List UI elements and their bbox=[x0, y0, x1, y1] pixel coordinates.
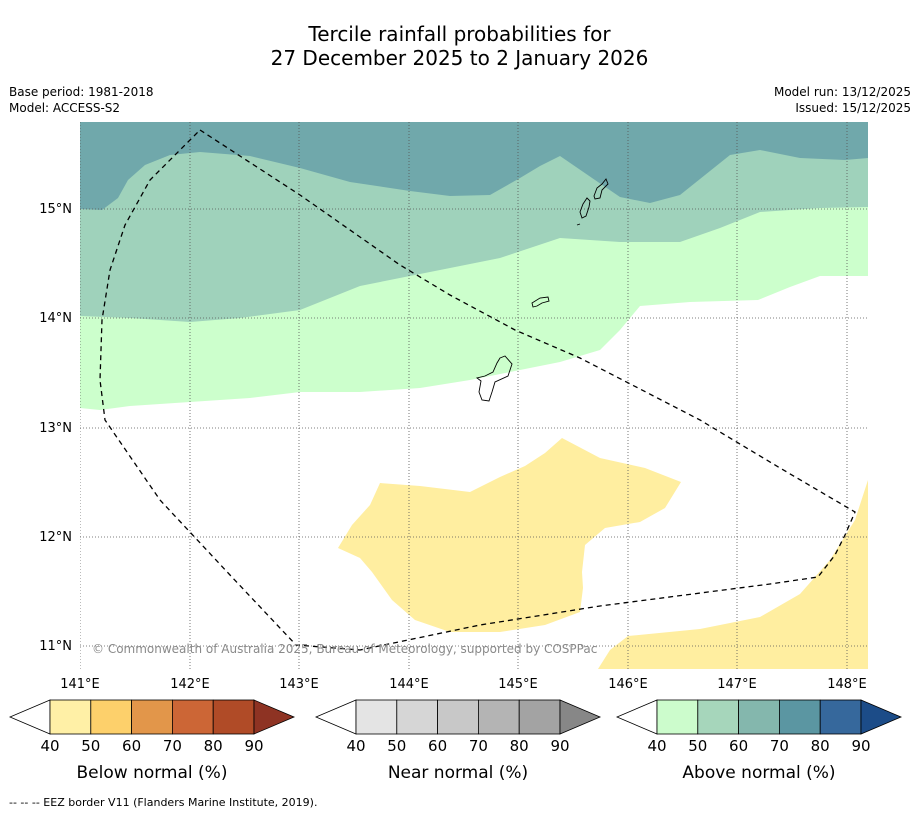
map-meta-left: Base period: 1981-2018 Model: ACCESS-S2 bbox=[9, 84, 154, 116]
lat-label: 15°N bbox=[39, 202, 72, 217]
colorbar-3: 40 50 60 70 80 90 Above normal (%) bbox=[615, 699, 903, 783]
colorbar-tick-label: 40 bbox=[40, 737, 59, 755]
model-name: Model: ACCESS-S2 bbox=[9, 101, 121, 115]
aguijan-island bbox=[576, 223, 581, 226]
colorbar-tick-label: 60 bbox=[428, 737, 447, 755]
colorbar-tick-label: 50 bbox=[688, 737, 707, 755]
colorbar-tick-label: 80 bbox=[811, 737, 830, 755]
lat-label: 12°N bbox=[39, 530, 72, 545]
rota-island bbox=[531, 296, 550, 308]
base-period: Base period: 1981-2018 bbox=[9, 85, 154, 99]
lat-label: 14°N bbox=[39, 311, 72, 326]
colorbar-segment bbox=[396, 699, 438, 735]
colorbar-low-extend bbox=[615, 699, 658, 735]
colorbar-segment bbox=[697, 699, 739, 735]
lon-label: 144°E bbox=[389, 677, 429, 692]
colorbar-tick-label: 90 bbox=[244, 737, 263, 755]
colorbar-tick-label: 40 bbox=[647, 737, 666, 755]
tinian-island bbox=[579, 197, 591, 219]
title-line-1: Tercile rainfall probabilities for bbox=[308, 22, 611, 46]
colorbar-tick-label: 70 bbox=[163, 737, 182, 755]
colorbar-high-extend bbox=[559, 699, 602, 735]
lon-label: 141°E bbox=[60, 677, 100, 692]
lon-label: 147°E bbox=[717, 677, 757, 692]
colorbar-segment bbox=[656, 699, 699, 735]
eez-border bbox=[99, 129, 856, 651]
colorbar-title: Near normal (%) bbox=[388, 763, 528, 783]
colorbar-segment bbox=[49, 699, 92, 735]
colorbar-title: Below normal (%) bbox=[77, 763, 228, 783]
colorbar-tick-label: 50 bbox=[81, 737, 100, 755]
colorbar-segment bbox=[90, 699, 133, 735]
islands bbox=[475, 178, 609, 402]
colorbar-1: 40 50 60 70 80 90 Below normal (%) bbox=[8, 699, 296, 783]
colorbar-title: Above normal (%) bbox=[682, 763, 835, 783]
colorbar-high-extend bbox=[860, 699, 903, 735]
map-title: Tercile rainfall probabilities for 27 De… bbox=[0, 22, 919, 70]
colorbar-segment bbox=[131, 699, 173, 735]
lat-label: 13°N bbox=[39, 421, 72, 436]
colorbar-segment bbox=[355, 699, 398, 735]
lon-label: 148°E bbox=[827, 677, 867, 692]
colorbar-low-extend bbox=[314, 699, 357, 735]
colorbar-segment bbox=[738, 699, 780, 735]
saipan-island bbox=[593, 178, 609, 200]
colorbar-tick-label: 70 bbox=[469, 737, 488, 755]
latitude-labels: 15°N 14°N 13°N 12°N 11°N bbox=[39, 202, 72, 654]
colorbar-tick-label: 80 bbox=[204, 737, 223, 755]
lon-label: 143°E bbox=[279, 677, 319, 692]
below-normal-40-50-region-center bbox=[338, 438, 681, 632]
colorbar-tick-label: 40 bbox=[346, 737, 365, 755]
colorbar-tick-label: 90 bbox=[550, 737, 569, 755]
colorbar-tick-label: 90 bbox=[851, 737, 870, 755]
colorbar-segment bbox=[518, 699, 561, 735]
lon-label: 145°E bbox=[498, 677, 538, 692]
colorbar-segment bbox=[779, 699, 821, 735]
map-area: © Commonwealth of Australia 2025, Bureau… bbox=[80, 122, 868, 669]
guam-island bbox=[475, 355, 513, 402]
colorbar-low-extend bbox=[8, 699, 51, 735]
title-line-2: 27 December 2025 to 2 January 2026 bbox=[270, 46, 649, 70]
below-normal-40-50-region-southeast bbox=[598, 480, 868, 669]
colorbar-segment bbox=[212, 699, 255, 735]
colorbar-tick-label: 80 bbox=[510, 737, 529, 755]
longitude-labels: 141°E 142°E 143°E 144°E 145°E 146°E 147°… bbox=[60, 677, 867, 692]
above-normal-60-70-region bbox=[80, 122, 868, 210]
lon-label: 146°E bbox=[608, 677, 648, 692]
colorbars: 40 50 60 70 80 90 Below normal (%) 40 50 60 70 80 90… bbox=[8, 699, 903, 783]
lon-label: 142°E bbox=[170, 677, 210, 692]
issued-date: Issued: 15/12/2025 bbox=[795, 101, 911, 115]
colorbar-segment bbox=[437, 699, 479, 735]
colorbar-tick-label: 60 bbox=[122, 737, 141, 755]
graticule bbox=[80, 122, 868, 669]
colorbar-tick-label: 50 bbox=[387, 737, 406, 755]
colorbar-segment bbox=[477, 699, 520, 735]
colorbar-segment bbox=[171, 699, 214, 735]
copyright-text: © Commonwealth of Australia 2025, Bureau… bbox=[92, 642, 597, 656]
colorbar-segment bbox=[819, 699, 862, 735]
model-run: Model run: 13/12/2025 bbox=[773, 85, 911, 99]
colorbar-2: 40 50 60 70 80 90 Near normal (%) bbox=[314, 699, 602, 783]
map-meta-right: Model run: 13/12/2025 Issued: 15/12/2025 bbox=[774, 84, 911, 116]
colorbar-tick-label: 70 bbox=[770, 737, 789, 755]
colorbar-tick-label: 60 bbox=[729, 737, 748, 755]
eez-footnote: -- -- -- EEZ border V11 (Flanders Marine… bbox=[9, 796, 318, 809]
lat-label: 11°N bbox=[39, 639, 72, 654]
colorbar-high-extend bbox=[253, 699, 296, 735]
